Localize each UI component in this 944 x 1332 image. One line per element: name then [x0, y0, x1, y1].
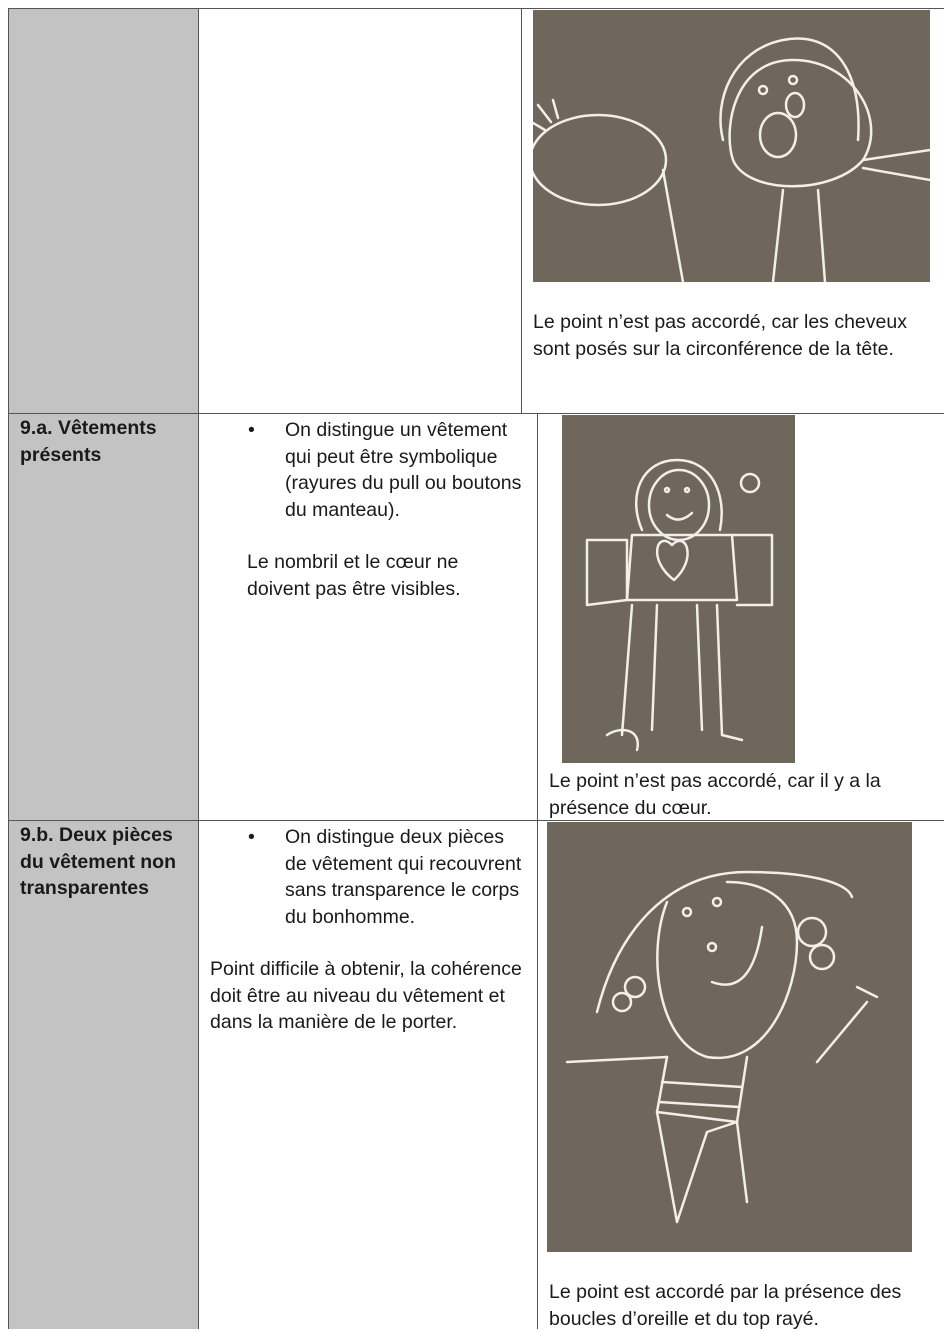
note: Point difficile à obtenir, la cohérence … [210, 958, 522, 1033]
column-border [537, 413, 538, 1329]
note: Le nombril et le cœur ne doivent pas êtr… [247, 551, 461, 600]
criterion: 9.b. Deux pièces du vêtement non transpa… [20, 824, 177, 899]
bullet-text: On distingue un vêtement qui peut être s… [285, 419, 522, 521]
column-border [198, 8, 199, 1329]
criterion: 9.a. Vêtements présents [20, 417, 157, 466]
table-border [8, 8, 9, 1329]
caption: Le point n’est pas accordé, car il y a l… [549, 770, 881, 819]
bullet-text: On distingue deux pièces de vêtement qui… [285, 826, 522, 928]
child-drawing [547, 822, 912, 1252]
table-border [8, 8, 944, 9]
column-border [521, 8, 522, 413]
row-border [8, 820, 944, 821]
caption: Le point n’est pas accordé, car les chev… [533, 311, 907, 360]
child-drawing [533, 10, 930, 282]
caption: Le point est accordé par la présence des… [549, 1281, 902, 1330]
criterion-column [8, 8, 198, 1329]
bullet-marker: • [248, 826, 255, 848]
row-border [8, 413, 944, 414]
bullet-marker: • [248, 419, 255, 441]
child-drawing [562, 415, 795, 763]
